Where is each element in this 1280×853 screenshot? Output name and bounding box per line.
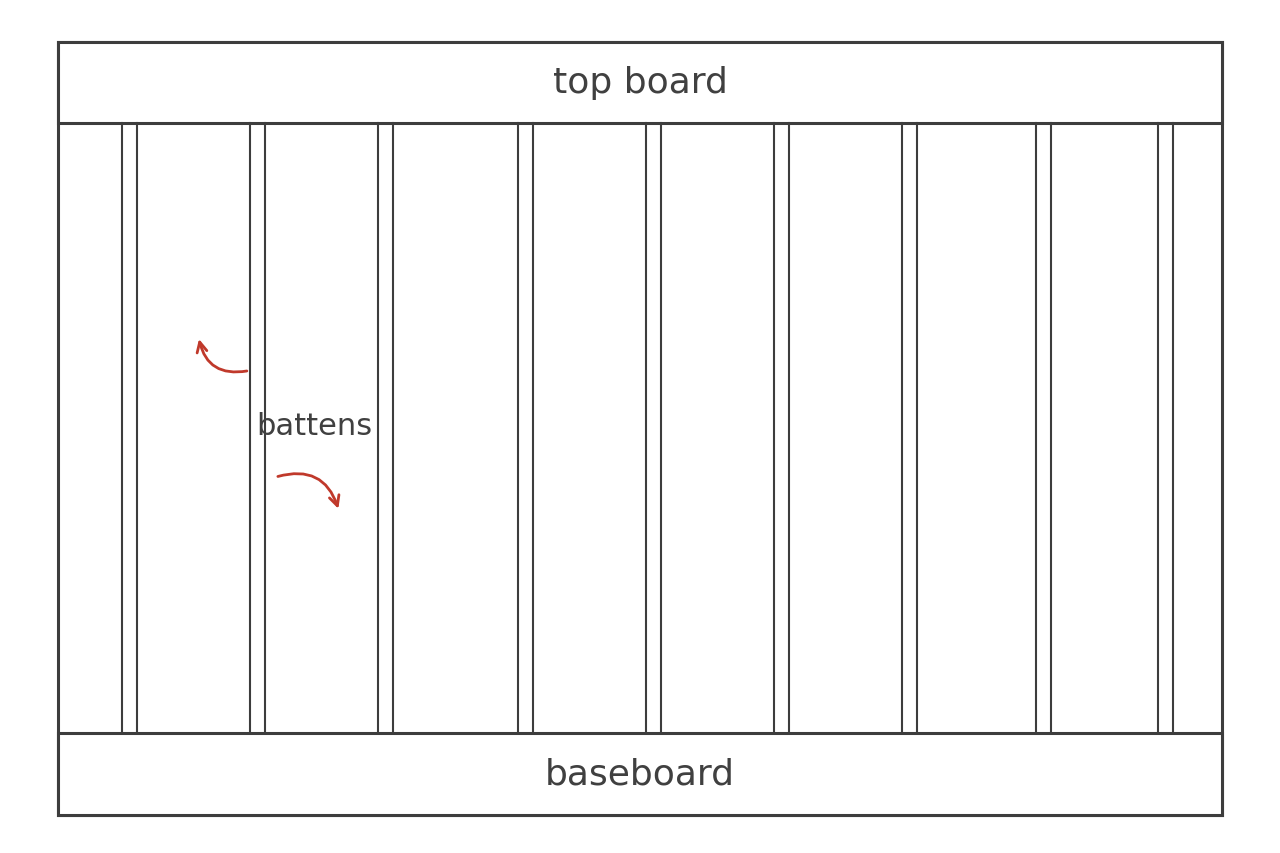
- Text: battens: battens: [256, 412, 372, 441]
- Bar: [58, 43, 1222, 124]
- Text: top board: top board: [553, 67, 727, 100]
- Bar: [58, 734, 1222, 815]
- Text: baseboard: baseboard: [545, 757, 735, 791]
